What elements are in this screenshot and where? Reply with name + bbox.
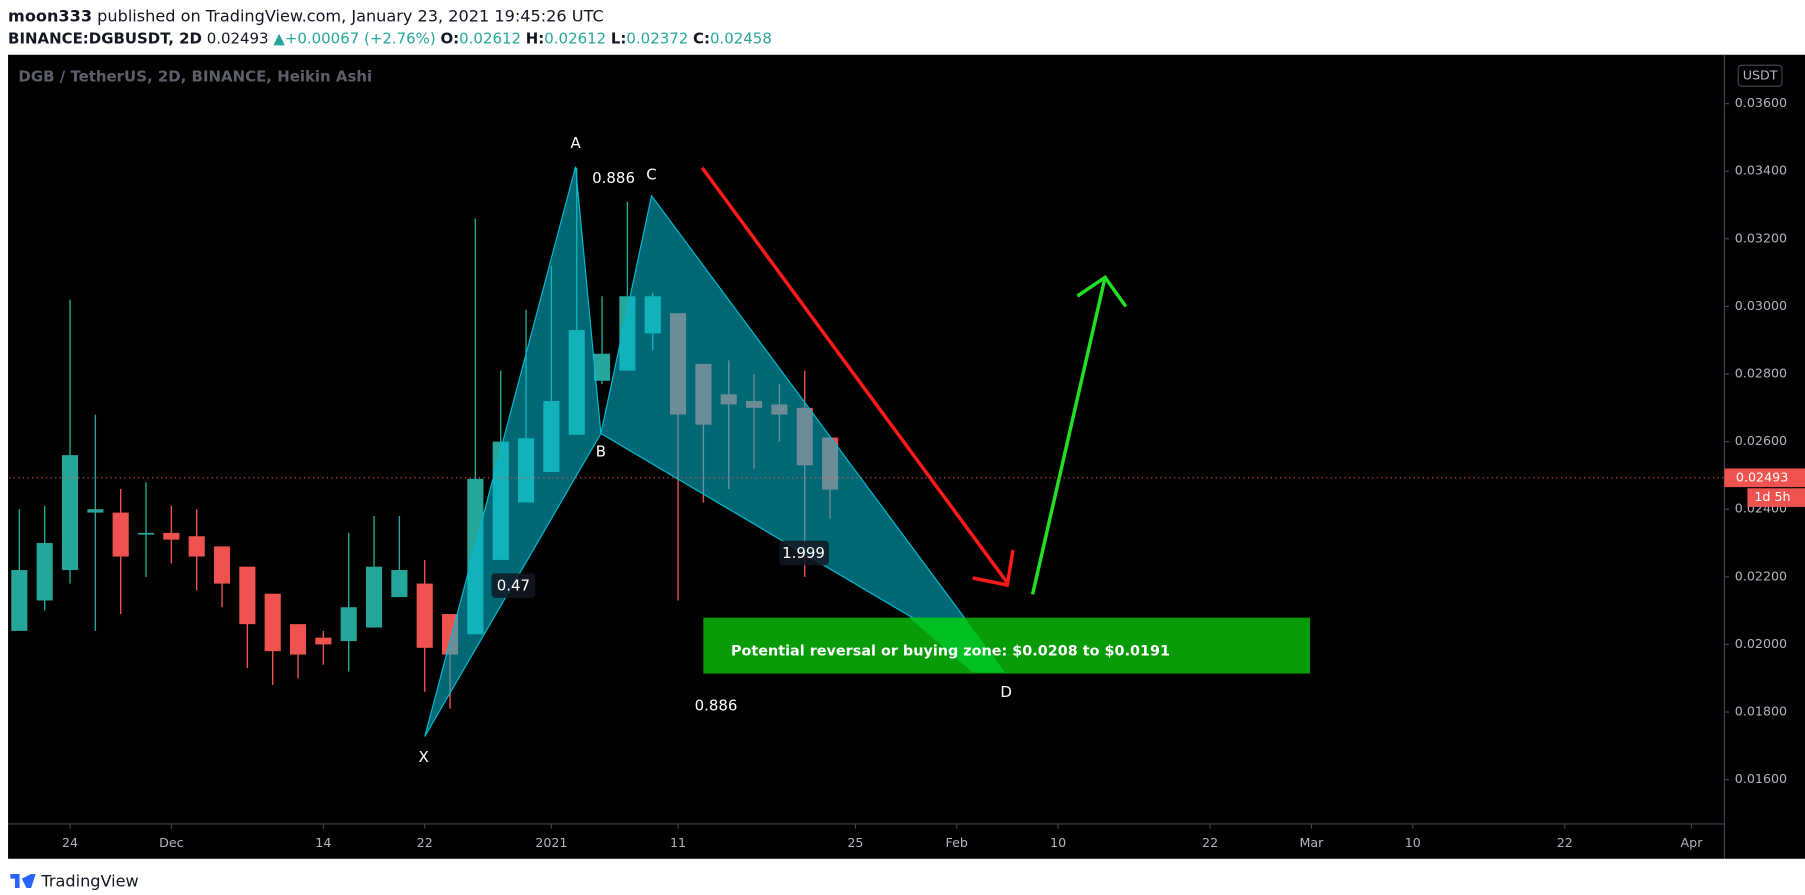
point-label: B bbox=[596, 443, 606, 461]
y-tick-label: 0.03000 bbox=[1735, 299, 1787, 314]
candle-body bbox=[416, 583, 433, 648]
x-tick-label: 14 bbox=[315, 836, 331, 851]
point-label: X bbox=[418, 748, 428, 766]
h-label: H: bbox=[526, 29, 545, 47]
current-price-label: 0.02493 bbox=[1736, 470, 1788, 485]
x-tick-label: Apr bbox=[1681, 836, 1704, 851]
point-label: A bbox=[570, 134, 581, 152]
change: +0.00067 (+2.76%) bbox=[285, 29, 436, 47]
l: 0.02372 bbox=[626, 29, 688, 47]
x-tick-label: 10 bbox=[1405, 836, 1421, 851]
symbol: BINANCE:DGBUSDT, 2D bbox=[8, 29, 202, 47]
candle-body bbox=[188, 536, 205, 557]
countdown-box bbox=[1747, 488, 1805, 507]
y-tick-label: 0.02200 bbox=[1735, 569, 1787, 584]
y-tick-label: 0.03400 bbox=[1735, 164, 1787, 179]
x-tick-label: 22 bbox=[417, 836, 433, 851]
arrow-shaft bbox=[700, 166, 1009, 584]
arrow-head bbox=[972, 549, 1015, 588]
logo bbox=[10, 874, 36, 889]
x-tick-label: Mar bbox=[1300, 836, 1325, 851]
x-tick-label: 22 bbox=[1202, 836, 1218, 851]
x-tick-label: Feb bbox=[946, 836, 968, 851]
published: published on TradingView.com, January 23… bbox=[97, 6, 604, 25]
candle-body bbox=[61, 455, 79, 571]
currency-box bbox=[1737, 64, 1783, 87]
red-arrow bbox=[700, 166, 1015, 588]
y-tick-label: 0.03600 bbox=[1735, 96, 1787, 111]
o-label: O: bbox=[440, 29, 459, 47]
symbol-line: BINANCE:DGBUSDT, 2D 0.02493 ▲+0.00067 (+… bbox=[8, 29, 772, 47]
x-tick-label: 25 bbox=[847, 836, 863, 851]
header-line: moon333 published on TradingView.com, Ja… bbox=[8, 6, 604, 25]
arrow-head bbox=[1076, 274, 1128, 308]
point-label: C bbox=[646, 165, 656, 183]
candle-body bbox=[391, 570, 408, 598]
candle-body bbox=[264, 593, 281, 652]
ratio-label: 0.886 bbox=[695, 697, 738, 715]
zone-overlap bbox=[909, 617, 1005, 673]
x-tick-label: 22 bbox=[1557, 836, 1573, 851]
candle-body bbox=[340, 607, 357, 642]
x-tick-label: 2021 bbox=[535, 836, 567, 851]
axes: 0.016000.018000.020000.022000.024000.026… bbox=[9, 96, 1805, 851]
arrow-shaft bbox=[1030, 276, 1107, 595]
chart-title: DGB / TetherUS, 2D, BINANCE, Heikin Ashi bbox=[18, 67, 372, 85]
candle-body bbox=[163, 532, 180, 540]
candle-body bbox=[11, 570, 28, 631]
candle-body bbox=[315, 637, 332, 645]
x-tick-label: 10 bbox=[1050, 836, 1066, 851]
candle-body bbox=[112, 512, 129, 557]
l-label: L: bbox=[611, 29, 627, 47]
last: 0.02493 bbox=[207, 29, 269, 47]
h: 0.02612 bbox=[544, 29, 606, 47]
current-price-box bbox=[1724, 468, 1805, 488]
o: 0.02612 bbox=[459, 29, 521, 47]
c: 0.02458 bbox=[710, 29, 772, 47]
chart-panel bbox=[8, 54, 1805, 859]
ratio-label: 1.999 bbox=[782, 544, 825, 562]
x-tick-label: 24 bbox=[62, 836, 78, 851]
author: moon333 bbox=[8, 6, 92, 25]
candle-body bbox=[36, 543, 53, 601]
candle-body bbox=[289, 624, 307, 655]
green-arrow bbox=[1030, 274, 1128, 595]
buying-zone bbox=[703, 617, 1311, 674]
y-tick-label: 0.02800 bbox=[1735, 366, 1787, 381]
candle-body bbox=[87, 509, 104, 513]
y-tick-label: 0.03200 bbox=[1735, 231, 1787, 246]
y-tick-label: 0.01600 bbox=[1735, 772, 1787, 787]
c-label: C: bbox=[693, 29, 710, 47]
label-box bbox=[491, 573, 536, 598]
ratio-label: 0.47 bbox=[497, 577, 530, 595]
footer bbox=[0, 858, 1805, 895]
label-box bbox=[779, 540, 829, 566]
brand: TradingView bbox=[40, 872, 138, 891]
arrow: ▲ bbox=[273, 29, 285, 47]
candle-body bbox=[365, 566, 383, 628]
x-tick-label: Dec bbox=[159, 836, 184, 851]
candle-body bbox=[213, 546, 231, 584]
x-tick-label: 11 bbox=[670, 836, 686, 851]
candle-body bbox=[594, 353, 611, 381]
ratio-label: 0.886 bbox=[592, 169, 635, 187]
point-label: D bbox=[1000, 683, 1012, 701]
y-tick-label: 0.02600 bbox=[1735, 434, 1787, 449]
currency: USDT bbox=[1743, 68, 1778, 83]
countdown-label: 1d 5h bbox=[1754, 490, 1790, 505]
zone-label: Potential reversal or buying zone: $0.02… bbox=[731, 643, 1170, 659]
candle-body bbox=[137, 532, 155, 535]
y-tick-label: 0.01800 bbox=[1735, 704, 1787, 719]
candle-body bbox=[239, 566, 256, 625]
y-tick-label: 0.02000 bbox=[1735, 637, 1787, 652]
